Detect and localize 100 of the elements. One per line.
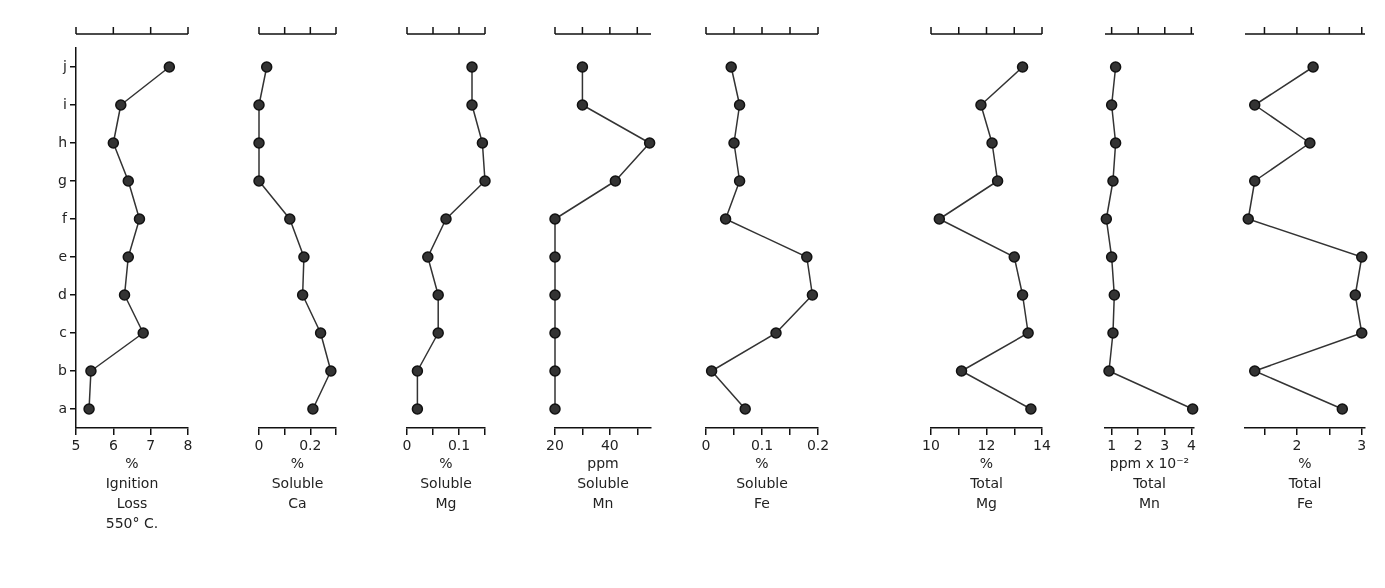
- point: [115, 99, 127, 111]
- point: [253, 175, 265, 187]
- point: [1107, 327, 1119, 339]
- point: [466, 99, 478, 111]
- x-tick-label: 0: [254, 437, 264, 454]
- point: [1242, 213, 1254, 225]
- point: [801, 251, 813, 263]
- x-axis-title: ppm x 10⁻² Total Mn: [1109, 454, 1190, 511]
- point: [133, 213, 146, 225]
- point: [411, 365, 424, 377]
- x-tick-label: 0.2: [299, 437, 322, 454]
- point: [253, 99, 265, 111]
- point: [1105, 99, 1118, 111]
- x-tick-label: 40: [600, 437, 619, 454]
- y-tick-label: a: [58, 399, 67, 416]
- point: [933, 213, 946, 225]
- point: [307, 403, 319, 415]
- point: [725, 61, 737, 73]
- point: [549, 213, 561, 225]
- point: [1008, 251, 1020, 263]
- x-tick-label: 0: [701, 437, 711, 454]
- point: [296, 289, 309, 301]
- x-tick-label: 3: [1357, 437, 1367, 454]
- point: [1248, 99, 1261, 111]
- x-tick-label: 8: [183, 437, 193, 454]
- y-tick-label: j: [62, 57, 67, 74]
- point: [1109, 137, 1122, 149]
- point: [975, 99, 987, 111]
- point: [1349, 289, 1362, 301]
- point: [728, 137, 740, 149]
- point: [1248, 365, 1261, 377]
- point: [1356, 251, 1368, 263]
- y-tick-label: e: [58, 247, 67, 264]
- point: [806, 289, 819, 301]
- point: [719, 213, 732, 225]
- point: [991, 175, 1004, 187]
- point: [955, 365, 968, 377]
- point: [549, 251, 561, 263]
- x-tick-label: 7: [146, 437, 156, 454]
- point: [1025, 403, 1037, 415]
- point: [432, 289, 444, 301]
- point: [137, 327, 149, 339]
- point: [1016, 289, 1029, 301]
- point: [1107, 175, 1119, 187]
- x-tick-label: 4: [1186, 437, 1196, 454]
- point: [609, 175, 622, 187]
- point: [284, 213, 296, 225]
- x-tick-label: 20: [546, 437, 564, 454]
- point: [476, 137, 489, 149]
- y-tick-label: b: [58, 361, 68, 378]
- point: [770, 327, 782, 339]
- x-axis-title: % Total Mg: [969, 454, 1003, 511]
- x-tick-label: 12: [977, 437, 996, 454]
- x-tick-label: 0.2: [806, 437, 830, 454]
- point: [1248, 175, 1261, 187]
- point: [1103, 365, 1115, 377]
- point: [986, 137, 998, 149]
- point: [163, 61, 176, 73]
- point: [1016, 61, 1029, 73]
- point: [1109, 61, 1122, 73]
- point: [118, 289, 131, 301]
- point: [549, 403, 561, 415]
- point: [83, 403, 95, 415]
- point: [422, 251, 434, 263]
- point: [739, 403, 751, 415]
- x-tick-label: 6: [108, 437, 118, 454]
- x-tick-label: 3: [1160, 437, 1170, 454]
- x-tick-label: 10: [922, 437, 940, 454]
- point: [122, 251, 135, 263]
- point: [440, 213, 452, 225]
- point: [1108, 289, 1121, 301]
- point: [733, 175, 746, 187]
- y-tick-label: c: [59, 323, 67, 340]
- point: [1105, 251, 1118, 263]
- point: [122, 175, 135, 187]
- y-tick-label: h: [58, 133, 67, 150]
- y-tick-label: i: [63, 95, 67, 112]
- point: [1100, 213, 1113, 225]
- point: [1304, 137, 1316, 149]
- point: [432, 327, 444, 339]
- point: [260, 61, 273, 73]
- point: [298, 251, 310, 263]
- x-axis-title: ppm Soluble Mn: [577, 454, 629, 511]
- x-tick-label: 0: [402, 437, 412, 454]
- y-tick-label: g: [58, 171, 67, 188]
- y-tick-label: d: [58, 285, 67, 302]
- point: [1356, 327, 1368, 339]
- x-tick-label: 2: [1292, 437, 1302, 454]
- point: [1336, 403, 1349, 415]
- x-axis-title: % Soluble Mg: [420, 454, 472, 511]
- x-axis-title: % Soluble Ca: [271, 454, 324, 511]
- x-tick-label: 14: [1033, 437, 1051, 454]
- x-axis-title: % Ignition Loss 550° C.: [105, 454, 159, 531]
- point: [705, 365, 718, 377]
- point: [549, 289, 561, 301]
- y-tick-label: f: [62, 209, 69, 226]
- point: [85, 365, 97, 377]
- point: [643, 137, 656, 149]
- x-tick-label: 2: [1133, 437, 1143, 454]
- point: [733, 99, 746, 111]
